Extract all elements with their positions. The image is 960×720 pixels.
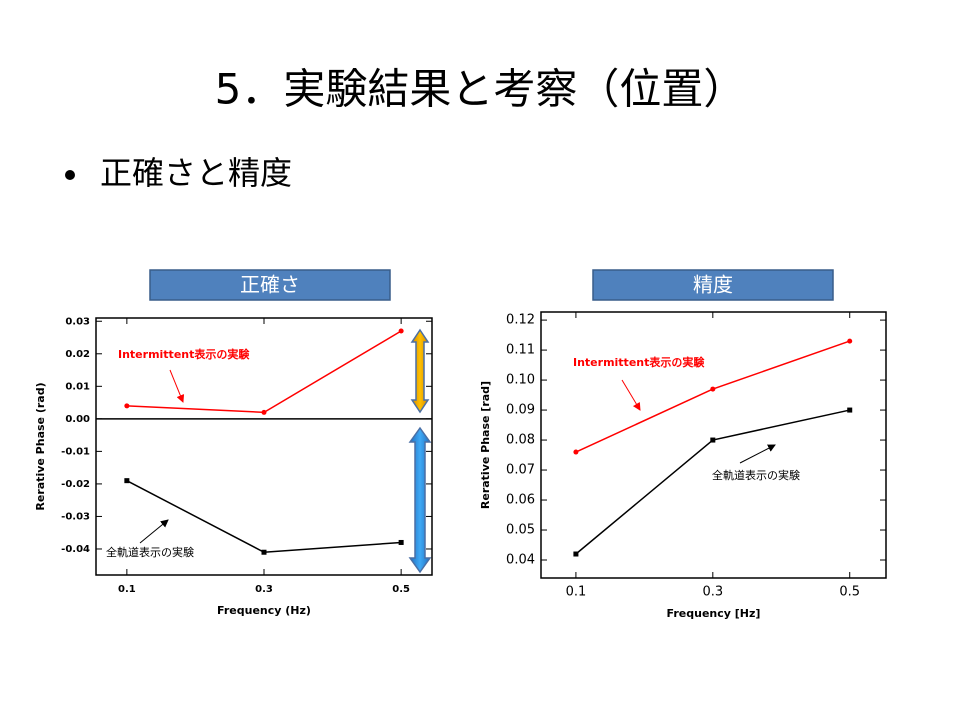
y-tick-label: -0.01 xyxy=(61,446,90,457)
title-box xyxy=(592,269,834,301)
y-tick-label: -0.03 xyxy=(61,511,90,522)
x-tick-label: 0.3 xyxy=(255,584,273,595)
x-tick-label: 0.1 xyxy=(118,584,136,595)
y-axis-label: Rerative Phase (rad) xyxy=(34,382,47,510)
y-tick-label: 0.10 xyxy=(506,373,535,388)
data-point xyxy=(124,403,130,409)
annotation-arrow xyxy=(169,369,185,403)
bullet-dot xyxy=(65,170,75,180)
series-label: Intermittent表示の実験 xyxy=(573,355,705,369)
data-point xyxy=(261,409,267,415)
y-tick-label: 0.09 xyxy=(506,403,535,418)
y-tick-label: 0.00 xyxy=(65,414,90,425)
x-tick-label: 0.3 xyxy=(702,585,723,600)
data-point xyxy=(847,407,853,413)
y-tick-label: 0.05 xyxy=(506,523,535,538)
range-arrow xyxy=(410,328,430,414)
y-tick-label: 0.06 xyxy=(506,493,535,508)
chart-title: 精度 xyxy=(693,273,733,297)
data-point xyxy=(261,549,267,555)
data-point xyxy=(573,449,579,455)
x-axis-label: Frequency (Hz) xyxy=(217,604,311,617)
data-point xyxy=(710,437,716,443)
series-label: Intermittent表示の実験 xyxy=(118,347,250,361)
chart-title: 正確さ xyxy=(240,273,300,297)
y-tick-label: 0.12 xyxy=(506,313,535,328)
slide-title: 5．実験結果と考察（位置） xyxy=(215,65,746,114)
plot-frame xyxy=(540,311,887,579)
title-box xyxy=(149,269,391,301)
y-tick-label: 0.01 xyxy=(65,381,90,392)
data-point xyxy=(573,551,579,557)
x-tick-label: 0.1 xyxy=(566,585,587,600)
y-tick-label: 0.08 xyxy=(506,433,535,448)
y-axis-label: Rerative Phase [rad] xyxy=(479,381,492,509)
y-tick-label: 0.07 xyxy=(506,463,535,478)
bullet-text: 正確さと精度 xyxy=(100,154,292,192)
y-tick-label: -0.02 xyxy=(61,479,90,490)
x-tick-label: 0.5 xyxy=(392,584,410,595)
x-tick-label: 0.5 xyxy=(839,585,860,600)
series-label: 全軌道表示の実験 xyxy=(712,468,800,482)
y-tick-label: 0.02 xyxy=(65,349,90,360)
range-arrow xyxy=(408,426,432,574)
series-label: 全軌道表示の実験 xyxy=(106,545,194,559)
data-point xyxy=(398,328,404,334)
annotation-arrow xyxy=(739,444,776,464)
data-point xyxy=(398,539,404,545)
y-tick-label: 0.04 xyxy=(506,553,535,568)
y-tick-label: -0.04 xyxy=(61,544,90,555)
x-axis-label: Frequency [Hz] xyxy=(667,607,761,620)
annotation-arrow xyxy=(621,379,641,411)
data-point xyxy=(847,338,853,344)
data-point xyxy=(124,478,130,484)
y-tick-label: 0.03 xyxy=(65,316,90,327)
annotation-arrow xyxy=(139,519,169,544)
data-point xyxy=(710,386,716,392)
y-tick-label: 0.11 xyxy=(506,343,535,358)
